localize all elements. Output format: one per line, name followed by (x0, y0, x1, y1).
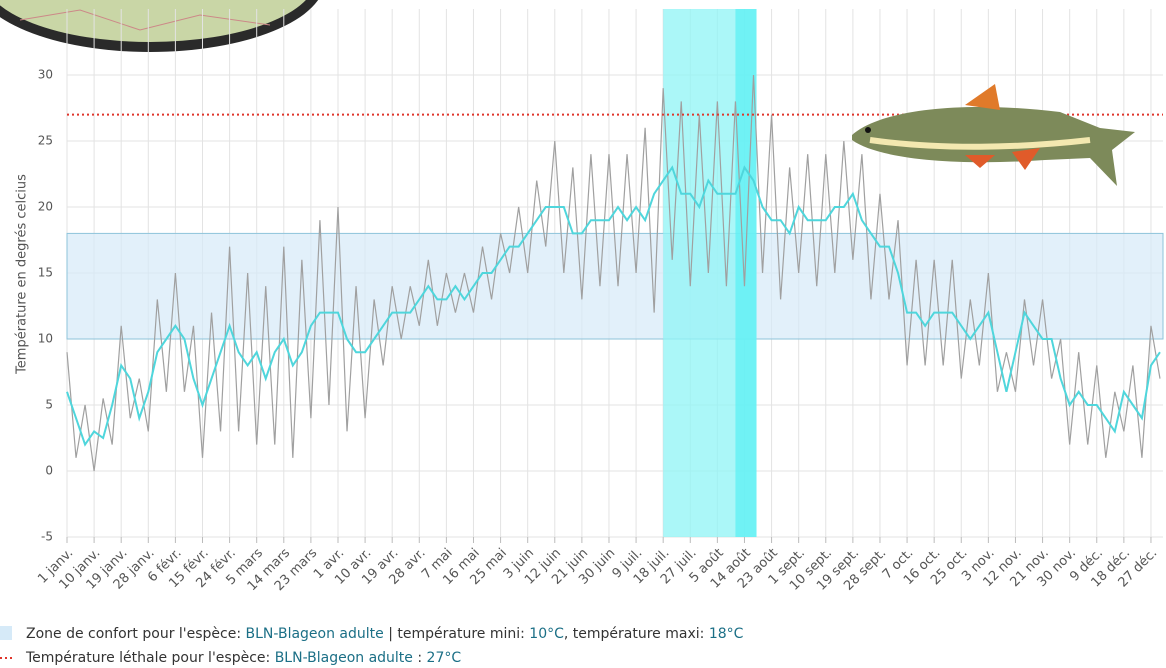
y-tick-label: 25 (38, 134, 53, 148)
legend-text: , température maxi: (564, 626, 709, 642)
legend-value: 18°C (709, 626, 744, 642)
legend-lethal: Température léthale pour l'espèce: BLN-B… (25, 650, 461, 666)
legend-text: Zone de confort pour l'espèce: (26, 626, 246, 642)
y-tick-label: 5 (45, 398, 53, 412)
y-tick-label: 10 (38, 332, 53, 346)
legend-text: | température mini: (384, 626, 530, 642)
y-tick-label: 0 (45, 464, 53, 478)
fish (852, 84, 1135, 186)
y-tick-label: -5 (41, 530, 53, 544)
legend-text: : (413, 650, 427, 666)
legend-swatch (0, 626, 12, 640)
series-line (66, 165, 1161, 447)
legend-value: 10°C (529, 626, 564, 642)
y-tick-label: 30 (38, 68, 53, 82)
y-tick-label: 15 (38, 266, 53, 280)
legend-comfort: Zone de confort pour l'espèce: BLN-Blage… (26, 626, 744, 642)
map-inset (0, 0, 319, 52)
legend-value: 27°C (427, 650, 462, 666)
y-axis-label: Température en degrés celcius (15, 174, 30, 375)
series-line (66, 74, 1161, 472)
legend-value: BLN-Blageon adulte (275, 650, 413, 666)
y-tick-label: 20 (38, 200, 53, 214)
legend-value: BLN-Blageon adulte (246, 626, 384, 642)
legend-text: Température léthale pour l'espèce: (25, 650, 275, 666)
